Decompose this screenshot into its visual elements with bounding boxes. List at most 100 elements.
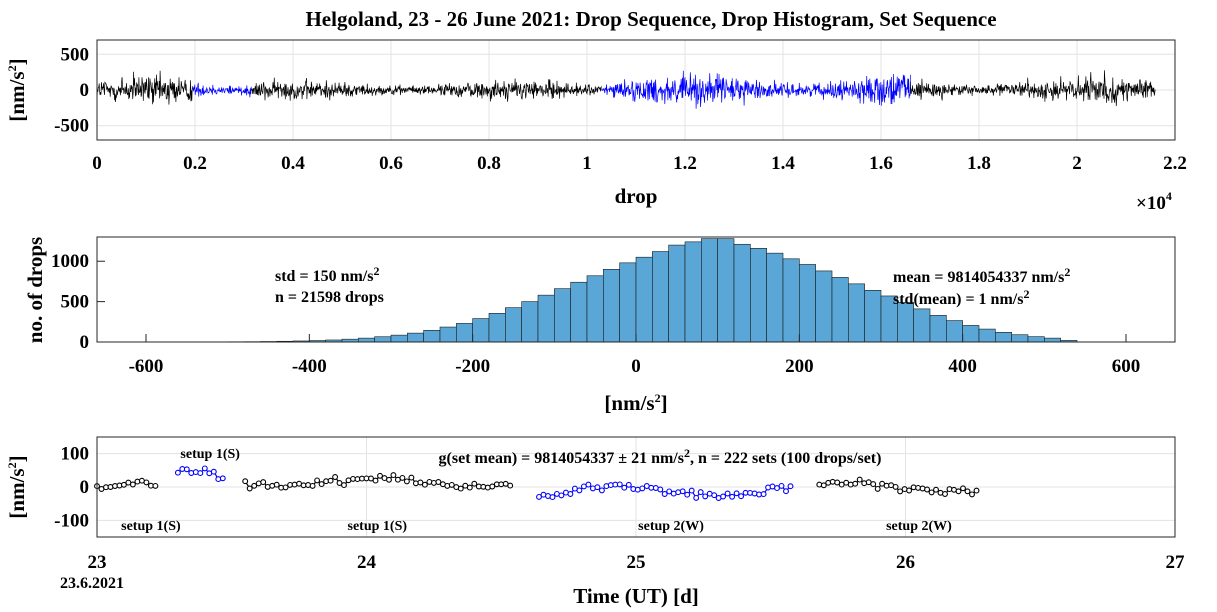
set-sequence-point xyxy=(197,470,204,477)
set-sequence-point xyxy=(386,476,392,483)
mean-sup: 2 xyxy=(1064,265,1070,279)
histogram-bar xyxy=(1044,337,1061,343)
histogram-bar xyxy=(913,308,931,343)
drop-sequence-x-tick-label: 1.8 xyxy=(967,153,991,174)
set-sequence-point xyxy=(273,481,280,488)
histogram-bar xyxy=(962,325,980,343)
set-sequence-point xyxy=(183,466,190,473)
set-sequence-point xyxy=(820,482,827,489)
set-sequence-point xyxy=(368,475,374,482)
set-sequence-point xyxy=(567,491,574,497)
set-sequence-point xyxy=(666,488,673,495)
set-sequence-point xyxy=(143,479,150,486)
set-sequence-x-tick-label: 23 xyxy=(88,552,107,573)
set-sequence-point xyxy=(783,488,789,495)
set-sequence-point xyxy=(942,491,948,497)
set-sequence-point xyxy=(219,475,226,482)
set-sequence-point xyxy=(778,482,785,489)
histogram-bar xyxy=(978,328,996,343)
histogram-bar xyxy=(407,332,424,343)
drop-sequence-x-tick-label: 1.2 xyxy=(673,153,697,174)
drop-sequence-segment xyxy=(192,82,252,98)
ylabel-main: [nm/s xyxy=(5,71,29,121)
set-sequence-point xyxy=(657,486,664,493)
drop-sequence-segment xyxy=(96,70,193,105)
ylabel-main: [nm/s xyxy=(5,468,29,518)
set-sequence-point xyxy=(435,479,442,485)
std-main: std = 150 nm/s xyxy=(275,268,373,285)
histogram-x-tick-label: -600 xyxy=(129,356,164,377)
figure-title: Helgoland, 23 - 26 June 2021: Drop Seque… xyxy=(305,7,996,31)
set-sequence-point xyxy=(856,476,863,483)
histogram-bar xyxy=(929,315,947,343)
set-sequence-point xyxy=(466,484,473,491)
set-sequence-point xyxy=(318,481,325,488)
set-sequence-point xyxy=(679,488,686,495)
set-sequence-point xyxy=(625,481,632,488)
std-mean-annotation: std(mean) = 1 nm/s2 xyxy=(893,287,1029,308)
histogram-bar xyxy=(946,320,963,343)
set-sequence-point xyxy=(399,474,406,481)
histogram-bar xyxy=(684,241,702,343)
histogram-x-tick-label: 200 xyxy=(785,356,814,377)
histogram-bar xyxy=(537,294,555,343)
drop-sequence-x-tick-label: 0.6 xyxy=(379,153,403,174)
set-sequence-point xyxy=(457,485,464,492)
set-sequence-point xyxy=(242,478,249,485)
set-mean-end: , n = 222 sets (100 drops/set) xyxy=(690,450,882,467)
drop-sequence-panel: 0 0.2 0.4 0.6 0.8 1 1.2 1.4 1.6 1.8 2 2.2 5000-500 … xyxy=(5,39,1187,214)
set-sequence-point xyxy=(246,485,253,492)
histogram-bar xyxy=(652,251,669,343)
set-sequence-point xyxy=(129,481,136,488)
set-mean-annotation: g(set mean) = 9814054337 ± 21 nm/s2, n =… xyxy=(439,446,882,467)
drop-sequence-x-tick-label: 0.8 xyxy=(477,153,501,174)
drop-sequence-axes-box xyxy=(96,39,1176,141)
histogram-x-tick-label: 600 xyxy=(1112,356,1141,377)
set-sequence-y-tick-label: -100 xyxy=(54,510,89,531)
histogram-bar xyxy=(766,252,784,343)
set-sequence-point xyxy=(733,490,740,497)
xlabel-sup: 2 xyxy=(655,391,661,405)
ylabel-sup: 2 xyxy=(5,462,19,468)
set-sequence-point xyxy=(760,491,767,498)
set-sequence-point xyxy=(558,492,565,499)
histogram-y-tick-label: 500 xyxy=(61,292,90,313)
set-sequence-x-tick-label: 26 xyxy=(896,552,915,573)
histogram-bar xyxy=(864,290,882,343)
histogram-bar xyxy=(782,258,800,343)
histogram-bar xyxy=(799,264,816,343)
histogram-bar xyxy=(733,243,751,343)
set-sequence-point xyxy=(892,483,899,490)
set-sequence-y-tick-label: 100 xyxy=(61,444,90,465)
set-sequence-point xyxy=(874,485,881,492)
n-annotation: n = 21598 drops xyxy=(275,289,384,306)
histogram-bar xyxy=(390,334,408,343)
drop-sequence-x-tick-label: 0.4 xyxy=(281,153,305,174)
set-sequence-point xyxy=(870,481,877,488)
setup-label: setup 2(W) xyxy=(638,519,704,534)
setup-label: setup 1(S) xyxy=(348,519,408,534)
setup-label: setup 1(S) xyxy=(180,447,240,462)
xlabel-main: [nm/s xyxy=(604,391,654,415)
set-sequence-point xyxy=(639,485,646,492)
set-sequence-point xyxy=(403,478,410,485)
histogram-bar xyxy=(570,281,588,343)
histogram-y-tick-label: 0 xyxy=(80,332,90,353)
histogram-bar xyxy=(521,301,539,343)
drop-sequence-x-tick-label: 1.6 xyxy=(869,153,893,174)
set-sequence-axes-box xyxy=(96,436,1176,538)
set-sequence-point xyxy=(960,485,966,492)
set-sequence-ylabel: [nm/s2] xyxy=(5,455,29,518)
set-sequence-point xyxy=(924,486,931,493)
mean-main: mean = 9814054337 nm/s xyxy=(893,269,1064,286)
set-sequence-point xyxy=(210,468,217,475)
set-sequence-xlabel: Time (UT) [d] xyxy=(573,584,699,608)
histogram-bar xyxy=(995,332,1012,343)
set-sequence-point xyxy=(955,488,962,495)
set-sequence-point xyxy=(174,469,181,476)
histogram-bar xyxy=(423,329,441,343)
drop-sequence-y-tick-label: 500 xyxy=(61,44,90,65)
set-sequence-point xyxy=(697,489,704,496)
histogram-x-tick-label: 0 xyxy=(631,356,641,377)
